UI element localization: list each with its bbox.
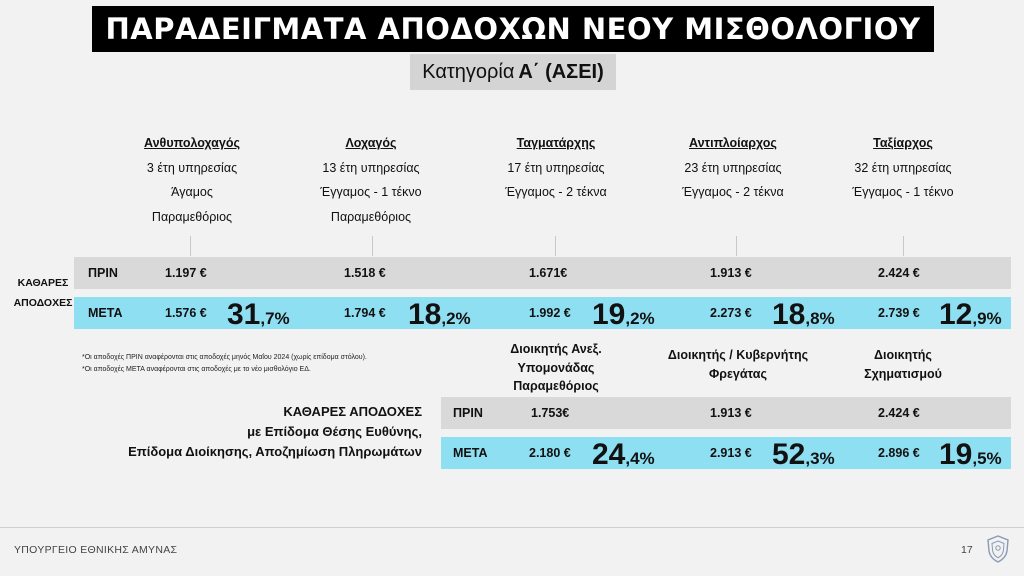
footnote: *Οι αποδοχές ΠΡΙΝ αναφέρονται στις αποδο… [82, 354, 367, 361]
before-value: 1.518 € [344, 266, 386, 280]
rank-family: Άγαμος [171, 185, 213, 199]
percent-increase: 19,2% [592, 298, 655, 331]
rank-family: Έγγαμος - 2 τέκνα [682, 185, 784, 199]
after-label: ΜΕΤΑ [453, 446, 488, 460]
rank-name: Αντιπλοίαρχος [689, 136, 777, 150]
rank-header: Αντιπλοίαρχος 23 έτη υπηρεσίας Έγγαμος -… [658, 131, 808, 205]
rank-header: Ταγματάρχης 17 έτη υπηρεσίας Έγγαμος - 2… [481, 131, 631, 205]
before-label: ΠΡΙΝ [88, 266, 118, 280]
after-row: ΜΕΤΑ 1.576 € 31,7% 1.794 € 18,2% 1.992 €… [74, 297, 1011, 330]
rank-header: Λοχαγός 13 έτη υπηρεσίας Έγγαμος - 1 τέκ… [296, 131, 446, 229]
footnote: *Οι αποδοχές ΜΕΤΑ αναφέρονται στις αποδο… [82, 366, 311, 373]
after-value: 1.576 € [165, 306, 207, 320]
rank-name: Λοχαγός [345, 136, 397, 150]
category-subtitle: Κατηγορία Α΄ (ΑΣΕΙ) [410, 54, 616, 90]
subtitle-suffix: Α΄ (ΑΣΕΙ) [518, 60, 604, 83]
net-earnings-label: ΚΑΘΑΡΕΣ ΑΠΟΔΟΧΕΣ [13, 277, 73, 309]
rank-years: 13 έτη υπηρεσίας [322, 160, 420, 175]
rank-years: 32 έτη υπηρεσίας [854, 160, 952, 175]
rank-name: Ταγματάρχης [516, 136, 596, 150]
rank-years: 23 έτη υπηρεσίας [684, 160, 782, 175]
before-value: 1.671€ [529, 266, 568, 280]
after-row: ΜΕΤΑ 2.180 € 24,4% 2.913 € 52,3% 2.896 €… [441, 437, 1011, 470]
after-label: ΜΕΤΑ [88, 306, 123, 320]
page-number: 17 [961, 544, 973, 556]
rank-extra: Παραμεθόριος [151, 209, 233, 224]
percent-increase: 18,8% [772, 298, 835, 331]
footer-ministry: ΥΠΟΥΡΓΕΙΟ ΕΘΝΙΚΗΣ ΑΜΥΝΑΣ [14, 544, 178, 556]
percent-increase: 24,4% [592, 438, 655, 471]
before-value: 1.913 € [710, 266, 752, 280]
before-value: 1.913 € [710, 406, 752, 420]
before-value: 1.197 € [165, 266, 207, 280]
before-label: ΠΡΙΝ [453, 406, 483, 420]
rank-family: Έγγαμος - 2 τέκνα [505, 185, 607, 199]
rank-years: 3 έτη υπηρεσίας [146, 160, 238, 175]
connector-line [736, 236, 737, 256]
percent-increase: 52,3% [772, 438, 835, 471]
percent-increase: 18,2% [408, 298, 471, 331]
rank-years: 17 έτη υπηρεσίας [507, 160, 605, 175]
ministry-emblem-icon [987, 535, 1009, 563]
percent-increase: 31,7% [227, 298, 290, 331]
rank-name: Ανθυπολοχαγός [144, 136, 240, 150]
rank-header: Ανθυπολοχαγός 3 έτη υπηρεσίας Άγαμος Παρ… [117, 131, 267, 229]
rank-family: Έγγαμος - 1 τέκνο [320, 185, 422, 199]
after-value: 2.180 € [529, 446, 571, 460]
footer-divider [0, 527, 1024, 528]
net-with-allowance-label: ΚΑΘΑΡΕΣ ΑΠΟΔΟΧΕΣ με Επίδομα Θέσης Ευθύνη… [128, 404, 422, 459]
percent-increase: 19,5% [939, 438, 1002, 471]
page-title: ΠΑΡΑΔΕΙΓΜΑΤΑ ΑΠΟΔΟΧΩΝ ΝΕΟΥ ΜΙΣΘΟΛΟΓΙΟΥ [92, 6, 934, 52]
rank-family: Έγγαμος - 1 τέκνο [852, 185, 954, 199]
connector-line [555, 236, 556, 256]
after-value: 2.913 € [710, 446, 752, 460]
subtitle-prefix: Κατηγορία [422, 60, 515, 83]
connector-line [190, 236, 191, 256]
rank-name: Ταξίαρχος [873, 136, 933, 150]
command-header: Διοικητής Ανεξ. Υπομονάδας Παραμεθόριος [510, 342, 602, 393]
connector-line [903, 236, 904, 256]
after-value: 1.794 € [344, 306, 386, 320]
footnotes: *Οι αποδοχές ΠΡΙΝ αναφέρονται στις αποδο… [82, 352, 367, 376]
percent-increase: 12,9% [939, 298, 1002, 331]
command-header: Διοικητής / Κυβερνήτης Φρεγάτας [667, 348, 809, 381]
before-row: ΠΡΙΝ 1.753€ 1.913 € 2.424 € [441, 397, 1011, 429]
after-value: 2.739 € [878, 306, 920, 320]
rank-header: Ταξίαρχος 32 έτη υπηρεσίας Έγγαμος - 1 τ… [828, 131, 978, 205]
before-row: ΠΡΙΝ 1.197 € 1.518 € 1.671€ 1.913 € 2.42… [74, 257, 1011, 289]
after-value: 2.273 € [710, 306, 752, 320]
after-value: 2.896 € [878, 446, 920, 460]
connector-line [372, 236, 373, 256]
after-value: 1.992 € [529, 306, 571, 320]
before-value: 2.424 € [878, 266, 920, 280]
before-value: 1.753€ [531, 406, 570, 420]
before-value: 2.424 € [878, 406, 920, 420]
rank-extra: Παραμεθόριος [330, 209, 412, 224]
command-header: Διοικητής Σχηματισμού [864, 348, 942, 381]
